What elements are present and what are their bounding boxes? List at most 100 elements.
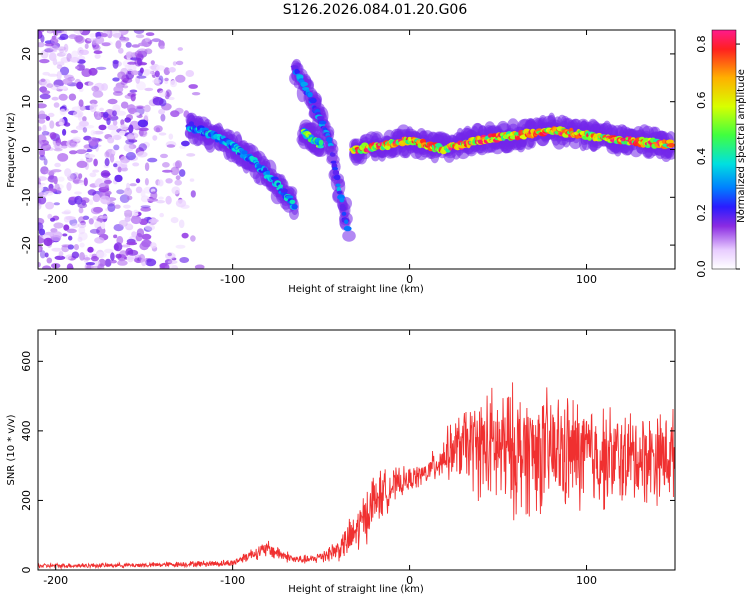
heatmap-speckle [40, 143, 52, 151]
heatmap-speckle [41, 90, 51, 95]
heatmap-speckle [39, 154, 46, 161]
heatmap-speckle [118, 219, 128, 227]
heatmap-speckle [89, 172, 97, 178]
heatmap-speckle [66, 228, 77, 234]
heatmap-speckle [175, 244, 186, 249]
heatmap-speckle [166, 144, 176, 148]
snr-y-tick-label: 600 [20, 351, 33, 372]
spectrogram-y-tick-label: -20 [20, 236, 33, 254]
heatmap-speckle [86, 264, 92, 269]
heatmap-speckle [152, 96, 164, 106]
heatmap-speckle [81, 199, 87, 206]
heatmap-speckle [87, 189, 97, 196]
heatmap-speckle [56, 61, 65, 66]
heatmap-speckle [56, 187, 62, 195]
heatmap-speckle [162, 162, 170, 168]
heatmap-speckle [186, 153, 196, 157]
heatmap-speckle [167, 260, 178, 264]
snr-y-tick-label: 0 [20, 567, 33, 574]
heatmap-speckle [100, 170, 111, 178]
heatmap-speckle [123, 143, 134, 152]
heatmap-speckle [46, 257, 53, 264]
snr-frame [37, 329, 676, 571]
heatmap-speckle [38, 110, 46, 117]
heatmap-speckle [90, 129, 96, 136]
heatmap-speckle [127, 195, 133, 201]
heatmap-core-cell [291, 204, 298, 210]
heatmap-speckle [179, 145, 186, 149]
heatmap-halo [665, 148, 675, 160]
snr-x-tick-label: 0 [406, 574, 413, 587]
heatmap-speckle [79, 251, 85, 261]
heatmap-speckle [103, 111, 109, 118]
heatmap-speckle [93, 158, 98, 167]
heatmap-speckle [144, 37, 151, 42]
colorbar: 0.0 0.2 0.4 0.6 0.8 Normalized spectral ampl… [695, 29, 747, 278]
heatmap-speckle [113, 163, 118, 168]
colorbar-tick-label: 0.0 [695, 260, 708, 278]
spectrogram-xlabel: Height of straight line (km) [288, 284, 424, 295]
snr-xlabel: Height of straight line (km) [288, 584, 424, 595]
heatmap-speckle [104, 179, 112, 184]
heatmap-speckle [40, 78, 46, 83]
colorbar-tick-label: 0.4 [695, 148, 708, 166]
heatmap-speckle [45, 201, 55, 210]
heatmap-speckle [175, 175, 181, 181]
heatmap-core-cell [297, 74, 304, 80]
heatmap-speckle [98, 124, 107, 131]
heatmap-speckle [72, 110, 84, 118]
heatmap-core-cell [300, 81, 309, 87]
heatmap-speckle [157, 179, 164, 187]
heatmap-speckle [190, 190, 196, 198]
heatmap-speckle [79, 120, 89, 127]
colorbar-ticks: 0.0 0.2 0.4 0.6 0.8 [695, 35, 740, 278]
heatmap-speckle [170, 110, 180, 118]
heatmap-core-cell [325, 136, 333, 143]
heatmap-speckle [127, 249, 139, 256]
heatmap-speckle [77, 236, 83, 243]
heatmap-speckle [104, 248, 114, 254]
heatmap-speckle [53, 102, 60, 108]
heatmap-speckle [138, 127, 149, 132]
heatmap-speckle [143, 69, 150, 76]
heatmap-speckle [131, 44, 140, 48]
heatmap-speckle [122, 85, 129, 89]
heatmap-speckle [118, 30, 127, 33]
heatmap-speckle [88, 137, 99, 146]
heatmap-speckle [43, 158, 48, 166]
heatmap-core-cell [329, 145, 334, 149]
heatmap-speckle [100, 33, 108, 38]
heatmap-speckle [92, 216, 98, 220]
heatmap-speckle [140, 190, 146, 198]
heatmap-speckle [139, 67, 144, 74]
heatmap-speckle [120, 244, 131, 248]
heatmap-speckle [106, 117, 111, 126]
heatmap-speckle [47, 213, 53, 220]
heatmap-core-cell [667, 143, 675, 148]
heatmap-speckle [47, 73, 59, 77]
heatmap-core-cell [344, 219, 349, 225]
heatmap-speckle [53, 202, 60, 206]
heatmap-speckle [156, 200, 166, 204]
heatmap-speckle [94, 237, 105, 244]
snr-axes: -200 -100 0 100 0 200 400 600 [20, 330, 675, 587]
heatmap-speckle [78, 226, 86, 235]
heatmap-speckle [134, 57, 143, 67]
heatmap-speckle [150, 72, 155, 75]
heatmap-speckle [78, 99, 84, 107]
heatmap-speckle [71, 223, 80, 229]
heatmap-speckle [125, 51, 134, 58]
heatmap-speckle [53, 222, 64, 229]
heatmap-speckle [126, 134, 135, 140]
heatmap-speckle [128, 124, 134, 133]
heatmap-speckle [82, 127, 88, 133]
heatmap-speckle [96, 66, 107, 70]
heatmap-speckle [125, 222, 132, 229]
heatmap-speckle [67, 244, 75, 250]
heatmap-speckle [61, 244, 71, 248]
heatmap-speckle [63, 216, 70, 223]
heatmap-speckle [54, 142, 61, 151]
heatmap-speckle [71, 50, 79, 59]
